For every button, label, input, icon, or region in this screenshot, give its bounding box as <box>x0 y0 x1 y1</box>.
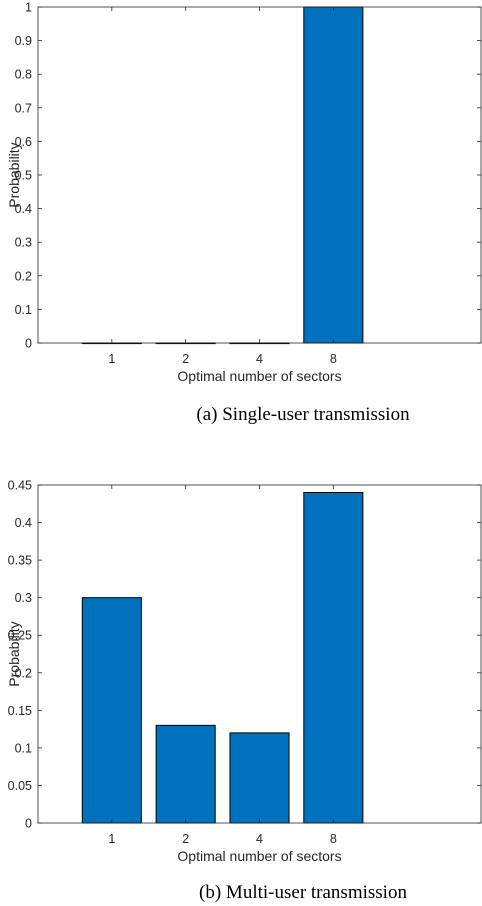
y-axis-label-b: Probability <box>6 621 22 686</box>
bar-b-4 <box>229 732 290 824</box>
axes-box-a <box>37 6 482 344</box>
y-tick-label-b: 0.15 <box>8 704 32 718</box>
y-tick-label-a: 0.1 <box>15 303 32 317</box>
bar-b-8 <box>303 492 364 824</box>
y-tick-label-b: 0.45 <box>8 479 32 493</box>
x-tick-label-a: 8 <box>330 352 337 366</box>
x-tick-label-b: 8 <box>330 832 337 846</box>
x-tick-label-a: 1 <box>108 352 115 366</box>
y-tick-label-b: 0.3 <box>15 591 32 605</box>
x-tick-label-b: 2 <box>182 832 189 846</box>
y-tick-label-a: 0.9 <box>15 34 32 48</box>
x-tick-label-b: 4 <box>256 832 263 846</box>
chart-single-user: 0 0.1 0.2 0.3 0.4 0.5 0.6 0.7 0.8 0.9 1 1 2 4 8 Optimal… <box>6 1 482 425</box>
y-tick-label-a: 0.3 <box>15 236 32 250</box>
y-tick-label-a: 0 <box>25 337 32 351</box>
bar-b-2 <box>155 724 216 824</box>
x-tick-label-a: 4 <box>256 352 263 366</box>
chart-multi-user: 0 0.05 0.1 0.15 0.2 0.25 0.3 0.35 0.4 0.45 1 2 4 8 Opt… <box>6 479 482 903</box>
y-tick-label-a: 0.4 <box>15 202 32 216</box>
y-tick-label-b: 0.05 <box>8 779 32 793</box>
y-tick-label-b: 0.25 <box>8 629 32 643</box>
x-axis-label-b: Optimal number of sectors <box>177 848 341 864</box>
x-tick-label-b: 1 <box>108 832 115 846</box>
y-axis-label-a: Probability <box>6 142 22 207</box>
y-tick-label-a: 0.7 <box>15 101 32 115</box>
bar-b-1 <box>81 597 142 824</box>
y-tick-label-b: 0.4 <box>15 516 32 530</box>
y-tick-label-b: 0 <box>25 817 32 831</box>
y-tick-label-a: 1 <box>25 1 32 15</box>
y-tick-label-a: 0.6 <box>15 135 32 149</box>
x-tick-label-a: 2 <box>182 352 189 366</box>
caption-b: (b) Multi-user transmission <box>199 882 407 903</box>
y-tick-label-b: 0.1 <box>15 741 32 755</box>
y-tick-label-a: 0.8 <box>15 68 32 82</box>
y-tick-label-b: 0.35 <box>8 554 32 568</box>
bar-a-8 <box>303 6 364 344</box>
y-tick-label-a: 0.5 <box>15 169 32 183</box>
x-axis-label-a: Optimal number of sectors <box>177 368 341 384</box>
y-tick-label-a: 0.2 <box>15 269 32 283</box>
caption-a: (a) Single-user transmission <box>196 404 410 425</box>
y-tick-label-b: 0.2 <box>15 666 32 680</box>
